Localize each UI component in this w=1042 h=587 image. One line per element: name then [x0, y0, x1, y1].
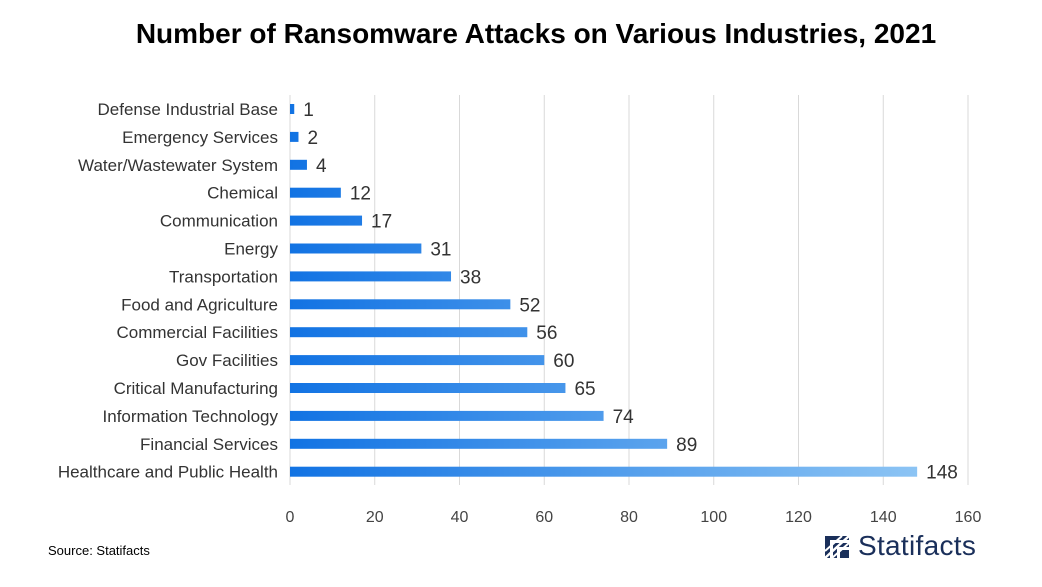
value-label: 89: [676, 435, 697, 456]
bar: [290, 299, 511, 310]
category-label: Energy: [224, 240, 278, 259]
bar: [290, 438, 668, 449]
bar: [290, 327, 528, 338]
value-label: 17: [371, 212, 392, 233]
bar: [290, 271, 452, 282]
x-tick-label: 40: [451, 509, 469, 526]
value-label: 56: [536, 323, 557, 344]
bar: [290, 159, 307, 170]
value-label: 52: [519, 295, 540, 316]
category-label: Information Technology: [103, 407, 279, 426]
bar: [290, 383, 566, 393]
statifacts-logo-icon: [824, 535, 850, 559]
bars: [290, 104, 918, 477]
value-label: 1: [303, 100, 314, 121]
bar: [290, 243, 422, 254]
x-tick-label: 120: [785, 509, 812, 526]
value-label: 60: [553, 351, 574, 372]
category-label: Emergency Services: [122, 128, 278, 147]
brand-name: Statifacts: [858, 530, 977, 561]
category-label: Critical Manufacturing: [114, 379, 278, 398]
brand-logo: Statifacts: [822, 529, 976, 563]
bar: [290, 355, 545, 366]
x-tick-label: 140: [870, 509, 897, 526]
category-label: Gov Facilities: [176, 351, 278, 370]
bar: [290, 131, 299, 142]
category-label: Transportation: [169, 267, 278, 286]
x-tick-label: 80: [620, 509, 638, 526]
x-tick-label: 100: [700, 509, 727, 526]
category-label: Defense Industrial Base: [98, 100, 279, 119]
category-label: Commercial Facilities: [116, 323, 278, 342]
category-label: Food and Agriculture: [121, 295, 278, 314]
value-label: 74: [613, 407, 635, 428]
x-tick-label: 60: [535, 509, 553, 526]
x-axis-ticks: 0 20 40 60 80 100 120 140 160: [286, 509, 982, 526]
value-label: 38: [460, 267, 481, 288]
value-label: 31: [430, 240, 451, 261]
category-label: Communication: [160, 212, 278, 231]
bar: [290, 466, 918, 477]
category-label: Chemical: [207, 184, 278, 203]
category-label: Water/Wastewater System: [78, 156, 278, 175]
bar: [290, 104, 295, 114]
value-label: 12: [350, 184, 371, 205]
bar: [290, 410, 604, 421]
value-label: 65: [574, 379, 595, 400]
value-label: 4: [316, 156, 327, 177]
value-label: 2: [307, 128, 318, 149]
category-labels: Defense Industrial Base Emergency Service…: [58, 100, 279, 482]
category-label: Financial Services: [140, 435, 278, 454]
bar: [290, 187, 341, 198]
x-tick-label: 0: [286, 509, 295, 526]
x-tick-label: 160: [955, 509, 982, 526]
category-label: Healthcare and Public Health: [58, 463, 278, 482]
bar: [290, 215, 363, 226]
chart-title: Number of Ransomware Attacks on Various …: [135, 18, 937, 49]
x-tick-label: 20: [366, 509, 384, 526]
source-note: Source: Statifacts: [48, 543, 150, 558]
value-label: 148: [926, 463, 958, 484]
